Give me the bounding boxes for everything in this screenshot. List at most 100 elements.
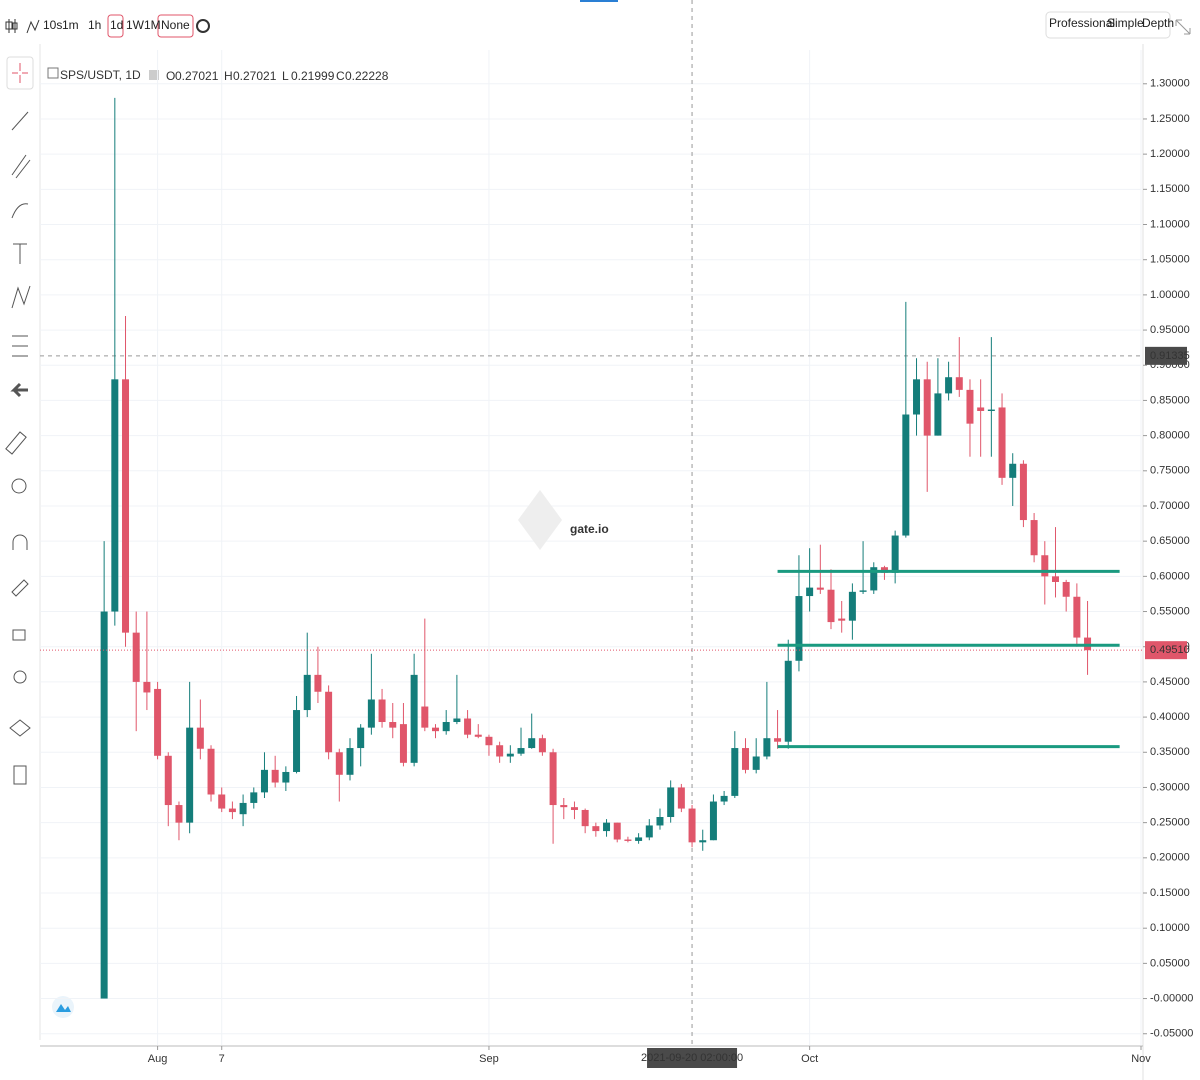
candle-body (357, 727, 365, 749)
candle-body (314, 674, 322, 692)
interval-button[interactable]: 1h (88, 18, 101, 32)
crosshair-tool[interactable] (6, 56, 34, 90)
settings-icon[interactable] (196, 19, 210, 33)
ohlc-key: O (166, 69, 175, 83)
candle-body (1019, 463, 1027, 521)
visibility-tool[interactable] (13, 670, 27, 684)
chart-type-icon[interactable] (5, 19, 18, 33)
candle-body (870, 567, 878, 591)
y-tick-label: -0.05000 (1150, 1028, 1193, 1040)
interval-button[interactable]: 1M (144, 18, 161, 32)
y-tick-label: 1.20000 (1150, 148, 1190, 160)
delete-tool[interactable] (13, 765, 27, 785)
y-tick-label: 0.15000 (1150, 887, 1190, 899)
y-tick-label: 1.30000 (1150, 78, 1190, 90)
candle-body (250, 792, 258, 803)
candle-body (1009, 463, 1017, 478)
measure-lines-tool[interactable] (12, 335, 28, 357)
layers-tool[interactable] (9, 719, 31, 737)
candle-body (111, 379, 119, 612)
candle-body (784, 660, 792, 742)
candle-body (913, 379, 921, 415)
candle-body (838, 618, 846, 621)
fullscreen-icon[interactable] (1175, 19, 1191, 35)
y-tick-label: 1.10000 (1150, 218, 1190, 230)
back-tool[interactable] (10, 382, 28, 398)
candle-body (603, 822, 611, 832)
candle-body (506, 753, 514, 757)
candle-body (1041, 555, 1049, 577)
ohlc-value: 0.27021 (175, 69, 219, 83)
parallel-tool[interactable] (11, 154, 31, 179)
indicator-box (157, 14, 194, 38)
candle-body (271, 769, 279, 783)
candle-body (613, 822, 621, 840)
candle-body (741, 748, 749, 770)
interval-button[interactable]: 1m (62, 18, 79, 32)
candle-body (699, 840, 707, 843)
candle-body (421, 706, 429, 728)
interval-button[interactable]: 1W (126, 18, 145, 32)
view-button[interactable]: Depth (1142, 16, 1174, 30)
view-button[interactable]: Professional (1049, 16, 1115, 30)
candle-body (218, 794, 226, 809)
x-tick-label: Oct (801, 1053, 818, 1065)
indicator-icon[interactable] (26, 19, 40, 34)
candle-body (955, 377, 963, 390)
y-tick-label: 0.40000 (1150, 711, 1190, 723)
candle-body (538, 738, 546, 753)
candle-body (517, 748, 525, 754)
candle-body (945, 377, 953, 394)
ohlc-key: L (282, 69, 289, 83)
collapse-icon[interactable] (47, 67, 59, 79)
candle-body (325, 691, 333, 753)
trendline-tool[interactable] (11, 111, 29, 131)
candle-body (410, 674, 418, 763)
x-tick-label: Sep (479, 1053, 499, 1065)
view-button[interactable]: Simple (1107, 16, 1144, 30)
y-tick-label: 1.15000 (1150, 183, 1190, 195)
interval-button[interactable]: 10s (43, 18, 62, 32)
symbol-visibility-icon[interactable] (149, 70, 159, 80)
zoom-tool[interactable] (11, 478, 27, 494)
pattern-tool[interactable] (11, 285, 31, 309)
y-tick-label: 0.20000 (1150, 852, 1190, 864)
candle-body (635, 837, 643, 841)
magnet-tool[interactable] (12, 534, 28, 550)
draw-lock-tool[interactable] (11, 579, 29, 597)
ohlc-key: C (336, 69, 345, 83)
candle-body (196, 727, 204, 749)
candle-body (677, 787, 685, 809)
ohlc-value: 0.22228 (345, 69, 389, 83)
y-tick-label: 0.10000 (1150, 922, 1190, 934)
text-tool[interactable] (13, 243, 27, 264)
y-tick-label: 0.05000 (1150, 957, 1190, 969)
candle-body (346, 748, 354, 775)
lock-tool[interactable] (12, 629, 26, 641)
ruler-tool[interactable] (5, 431, 27, 455)
crosshair-x-label: 2021-09-20 02:00:00 (641, 1052, 743, 1064)
candle-body (570, 807, 578, 810)
interval-button[interactable]: 1d (110, 18, 123, 32)
candle-body (228, 808, 236, 813)
candle-body (977, 407, 985, 411)
crosshair-glyph (12, 63, 28, 83)
candle-body (923, 379, 931, 436)
candle-body (624, 839, 632, 841)
y-tick-label: 0.80000 (1150, 430, 1190, 442)
candle-body (442, 722, 450, 732)
candle-body (528, 738, 536, 749)
candle-body (100, 611, 108, 999)
candle-body (335, 752, 343, 775)
candle-body (132, 632, 140, 682)
brush-tool[interactable] (11, 203, 29, 219)
grid (40, 50, 1142, 1045)
y-tick-label: 0.25000 (1150, 817, 1190, 829)
candle-body (239, 802, 247, 815)
indicator-select[interactable]: None (161, 18, 190, 32)
candle-body (143, 681, 151, 693)
candle-body (667, 787, 675, 818)
candle-body (260, 769, 268, 793)
